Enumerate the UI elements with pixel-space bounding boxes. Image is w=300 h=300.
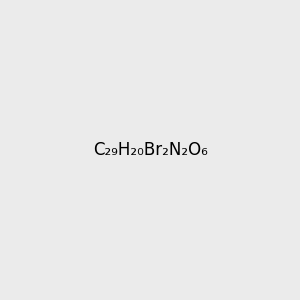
Text: C₂₉H₂₀Br₂N₂O₆: C₂₉H₂₀Br₂N₂O₆ (93, 141, 207, 159)
